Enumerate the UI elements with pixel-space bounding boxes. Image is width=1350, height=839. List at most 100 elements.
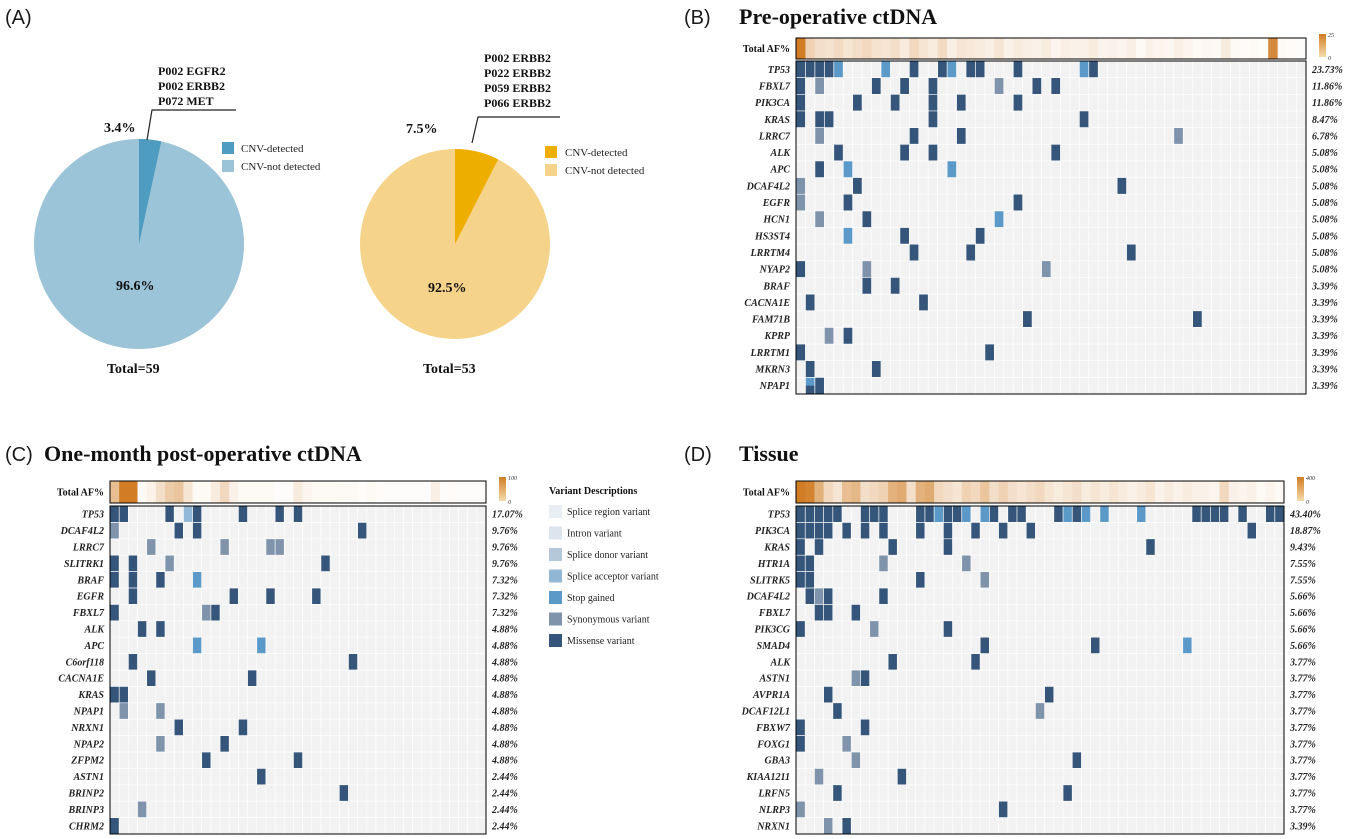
total-af-cell [869,481,880,503]
total-af-cell [1173,481,1184,503]
gene-label: BRINP3 [67,805,104,816]
total-af-cell [1118,481,1128,503]
total-af-cell [302,481,313,503]
total-af-cell [1088,38,1099,59]
gene-label: KRAS [77,690,104,701]
mutation-cell [814,77,825,95]
gene-percent: 6.78% [1312,131,1338,142]
mutation-cell [1041,260,1051,278]
mutation-cell [1274,506,1284,523]
gene-percent: 9.43% [1290,543,1316,554]
variant-legend-swatch [549,634,562,647]
total-af-cell [284,481,294,503]
gene-percent: 5.08% [1312,265,1338,276]
mutation-cell [1053,506,1064,523]
gene-label: FBXL7 [72,608,105,619]
total-af-cell [1164,38,1175,59]
pie-right-detected-percent: 7.5% [406,122,438,137]
mutation-cell [146,670,156,687]
mutation-cell [833,144,844,161]
total-af-cell [1247,481,1257,503]
total-af-cell [339,481,349,503]
mutation-cell [1210,506,1220,523]
variant-legend-swatch [549,526,562,540]
af-scale-min: 0 [508,500,511,506]
mutation-cell [814,522,824,539]
gene-percent: 5.66% [1290,592,1316,603]
total-af-cell [805,481,815,503]
mutation-cell [814,210,825,228]
mutation-cell [823,604,833,621]
mutation-cell [878,555,889,572]
gene-percent: 4.88% [491,707,518,718]
total-af-cell [899,38,910,59]
mutation-cell [110,555,120,572]
pie-left-not-detected-percent: 96.6% [116,279,155,294]
total-af-frame [795,37,1307,60]
mutation-cell [899,227,910,245]
mutation-cell [928,77,938,95]
mutation-cell [357,522,367,539]
mutation-cell [256,637,266,654]
mutation-cell [980,506,990,523]
total-af-cell [1202,38,1212,59]
mutation-cell [805,522,815,539]
mutation-cell [1022,310,1033,328]
pie-left-callout-line [146,109,236,141]
total-af-cell [1107,38,1118,59]
total-af-label: Total AF% [743,488,790,499]
mutation-cell [915,522,925,539]
gene-percent: 5.08% [1312,198,1338,209]
total-af-cell [210,481,221,503]
mutation-cell [842,735,852,752]
gene-label: ALK [770,657,792,668]
mutation-cell [805,555,815,572]
total-af-cell [1060,38,1071,59]
mutation-cell [805,61,815,78]
gene-label: FBXL7 [758,608,791,619]
pie-left-callout-line-1: P002 EGFR2 [158,64,226,78]
total-af-cell [1145,38,1156,59]
mutation-cell [943,620,953,638]
mutation-cell [814,768,824,785]
total-af-cell [943,481,953,503]
gene-percent: 5.08% [1312,165,1338,176]
mutation-cell [814,604,824,621]
gene-label: HS3ST4 [754,231,790,242]
mutation-cell [1013,194,1023,211]
mutation-cell [934,506,944,523]
gene-percent: 9.76% [492,526,518,537]
mutation-cell [1044,686,1054,703]
mutation-cell [943,506,953,523]
mutation-cell [165,555,175,572]
gene-percent: 8.47% [1312,115,1338,126]
total-af-cell [1154,38,1165,59]
mutation-cell [814,506,824,523]
mutation-cell [961,555,971,572]
mutation-cell [814,377,825,394]
total-af-cell [860,481,870,503]
gene-label: CHRM2 [69,821,104,832]
gene-label: PIK3CA [755,98,790,109]
total-af-cell [852,38,863,59]
total-af-cell [1098,38,1108,59]
mutation-cell [229,588,239,605]
gene-label: NRXN1 [70,723,104,734]
gene-label: SLITRK1 [64,559,104,570]
gene-label: DCAF12L1 [741,707,790,718]
total-af-cell [814,38,825,59]
panel-b-title: Pre-operative ctDNA [739,4,937,29]
total-af-cell [238,481,248,503]
gene-label: LRRTM4 [750,248,790,259]
pie-right-detected-slice [455,149,499,244]
pie-right-callout-line-2: P022 ERBB2 [484,66,551,80]
gene-label: ASTN1 [72,772,104,783]
pie-left-callout-line-2: P002 ERBB2 [158,79,225,93]
gene-label: LRFN5 [757,789,790,800]
gene-label: ZFPM2 [70,756,104,767]
mutation-cell [796,344,806,361]
mutation-cell [155,571,166,588]
mutation-cell [832,784,843,802]
mutation-cell [899,144,910,161]
total-af-cell [998,481,1009,503]
